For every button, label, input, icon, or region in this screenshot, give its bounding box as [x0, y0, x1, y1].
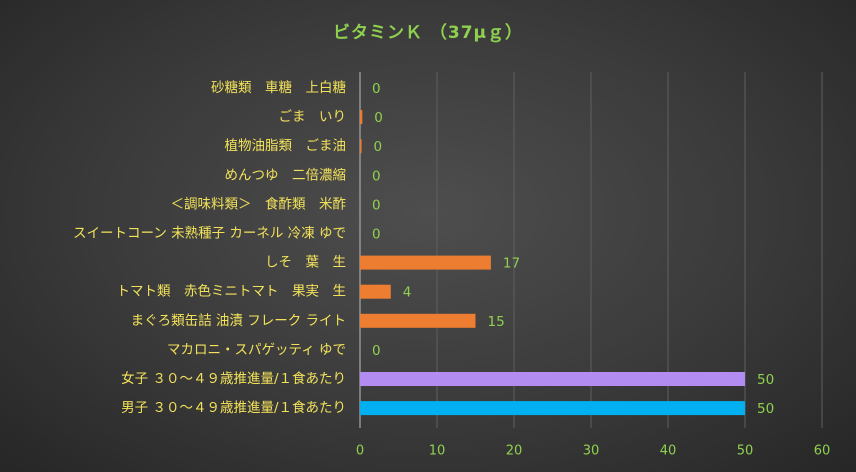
category-label: 砂糖類 車糖 上白糖: [211, 80, 346, 96]
x-tick-label: 40: [660, 444, 677, 459]
x-tick-label: 30: [583, 444, 600, 459]
bar: [360, 284, 391, 299]
category-label: 植物油脂類 ごま油: [225, 138, 347, 154]
data-label: 4: [403, 285, 412, 301]
data-label: 0: [374, 110, 383, 126]
data-label: 50: [757, 401, 774, 417]
data-label: 0: [374, 139, 383, 155]
data-label: 0: [372, 168, 381, 184]
bar: [360, 255, 491, 270]
bar: [360, 372, 745, 386]
data-label: 15: [488, 314, 505, 330]
bar: [360, 313, 476, 328]
category-label: マカロニ・スパゲッティ ゆで: [167, 342, 346, 358]
x-tick-label: 60: [814, 444, 831, 459]
x-tick-label: 20: [506, 444, 523, 459]
bar: [360, 139, 362, 154]
category-label: ＜調味料類＞ 食酢類 米酢: [171, 195, 347, 212]
category-label: めんつゆ 二倍濃縮: [225, 167, 347, 183]
data-label: 50: [757, 372, 774, 388]
x-tick-label: 10: [429, 444, 446, 459]
chart-title: ビタミンＫ （37μｇ）: [332, 23, 524, 43]
category-label: トマト類 赤色ミニトマト 果実 生: [117, 283, 347, 300]
category-label: 男子 ３０～４９歳推進量/１食あたり: [121, 399, 346, 416]
data-label: 0: [372, 343, 381, 359]
bar: [360, 110, 363, 125]
bar: [360, 401, 745, 416]
x-tick-label: 50: [737, 444, 754, 459]
data-label: 0: [372, 227, 381, 243]
category-label: 女子 ３０～４９歳推進量/１食あたり: [121, 370, 346, 387]
category-label: しそ 葉 生: [265, 255, 346, 271]
category-label: ごま いり: [279, 109, 347, 125]
category-label: まぐろ類缶詰 油漬 フレーク ライト: [131, 313, 346, 329]
data-label: 0: [372, 81, 381, 97]
x-tick-label: 0: [356, 444, 364, 459]
data-label: 0: [372, 197, 381, 213]
data-label: 17: [503, 256, 520, 272]
category-label: スイートコーン 未熟種子 カーネル 冷凍 ゆで: [73, 226, 346, 242]
